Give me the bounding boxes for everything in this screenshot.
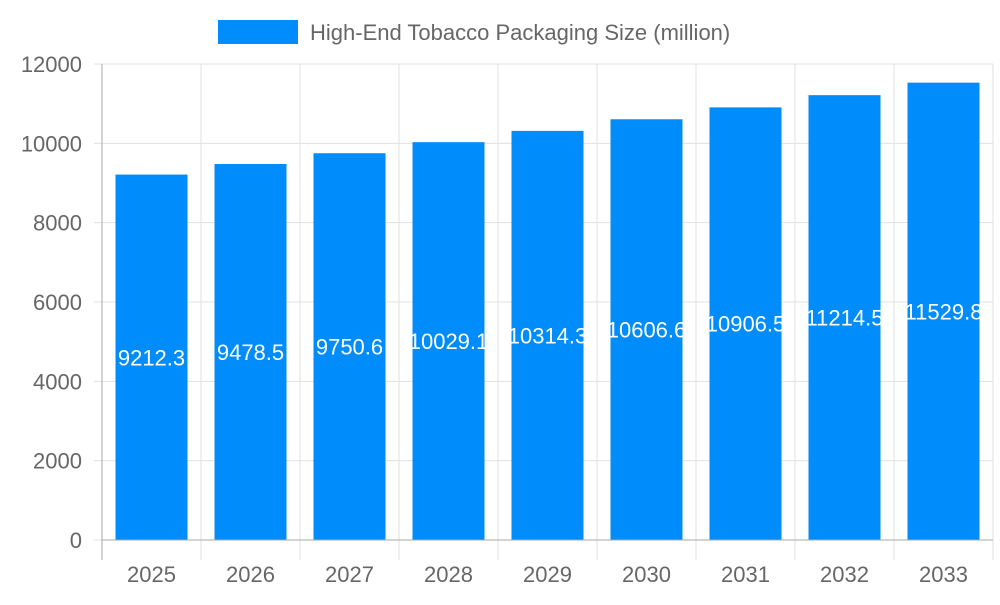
bar (214, 164, 287, 540)
data-label: 10029.1 (409, 329, 489, 354)
bar (115, 174, 188, 540)
data-label: 11214.5 (806, 306, 884, 331)
legend: High-End Tobacco Packaging Size (million… (218, 20, 730, 45)
legend-swatch (218, 20, 298, 44)
x-tick-label: 2025 (127, 562, 176, 587)
data-label: 10606.6 (607, 318, 687, 343)
bar (907, 82, 980, 540)
bar (412, 142, 485, 541)
bar (709, 107, 782, 541)
y-tick-label: 8000 (33, 211, 82, 236)
y-tick-label: 0 (70, 528, 82, 553)
y-tick-label: 4000 (33, 369, 82, 394)
x-tick-label: 2032 (820, 562, 869, 587)
x-tick-label: 2029 (523, 562, 572, 587)
data-label: 9212.3 (118, 345, 185, 370)
data-label: 10314.3 (508, 323, 588, 348)
x-tick-label: 2027 (325, 562, 374, 587)
x-tick-label: 2030 (622, 562, 671, 587)
y-tick-label: 10000 (21, 131, 82, 156)
x-tick-label: 2026 (226, 562, 275, 587)
x-tick-label: 2028 (424, 562, 473, 587)
data-label: 9750.6 (316, 335, 383, 360)
legend-label: High-End Tobacco Packaging Size (million… (310, 20, 730, 45)
data-label: 11529.8 (905, 299, 983, 324)
bar (808, 95, 881, 540)
y-tick-label: 12000 (21, 52, 82, 77)
bar (511, 130, 584, 541)
data-label: 10906.5 (706, 312, 786, 337)
y-tick-label: 2000 (33, 449, 82, 474)
data-label: 9478.5 (217, 340, 284, 365)
x-tick-label: 2033 (919, 562, 968, 587)
y-tick-label: 6000 (33, 290, 82, 315)
x-tick-label: 2031 (721, 562, 770, 587)
bar (610, 119, 683, 540)
bar (313, 153, 386, 540)
